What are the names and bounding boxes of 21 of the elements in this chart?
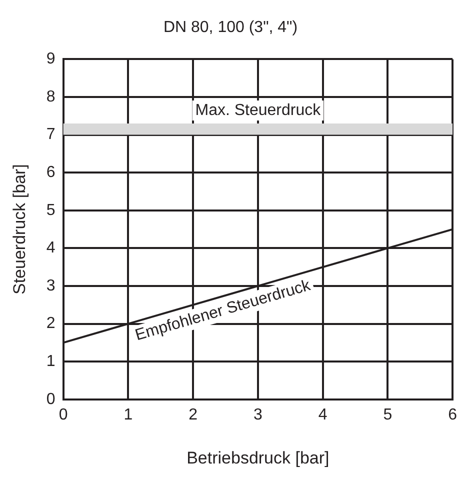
y-tick-label: 4 <box>46 240 56 257</box>
x-axis-title: Betriebsdruck [bar] <box>186 448 330 468</box>
y-tick-label: 1 <box>46 353 56 370</box>
y-tick-label: 9 <box>46 50 56 68</box>
x-tick-label: 4 <box>318 406 328 424</box>
x-tick-label: 1 <box>124 406 133 424</box>
x-tick-label: 2 <box>188 406 198 424</box>
chart-title: DN 80, 100 (3", 4") <box>163 19 298 36</box>
y-tick-label: 3 <box>46 277 56 294</box>
y-tick-label: 5 <box>46 202 56 219</box>
x-tick-label: 6 <box>448 406 458 424</box>
x-tick-label: 3 <box>253 406 262 424</box>
y-tick-label: 0 <box>46 390 56 408</box>
y-tick-label: 6 <box>46 164 56 182</box>
band-label: Max. Steuerdruck <box>195 102 322 119</box>
x-tick-label: 5 <box>383 406 392 424</box>
y-axis-title: Steuerdruck [bar] <box>10 164 29 295</box>
y-tick-label: 7 <box>46 126 56 144</box>
x-tick-label: 0 <box>58 406 68 424</box>
y-tick-label: 2 <box>46 315 56 332</box>
y-tick-label: 8 <box>46 88 56 106</box>
